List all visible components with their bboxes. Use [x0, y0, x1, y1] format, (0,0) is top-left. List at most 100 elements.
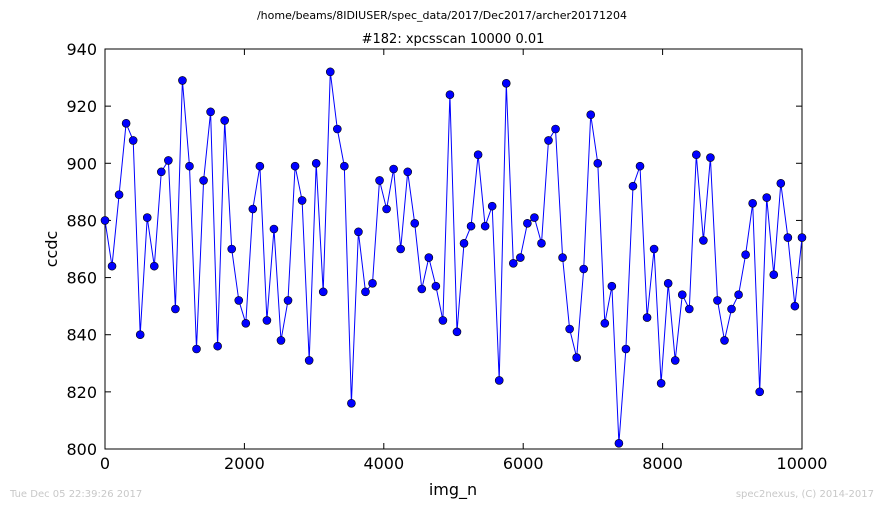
path-title: /home/beams/8IDIUSER/spec_data/2017/Dec2… [257, 9, 627, 22]
data-point [241, 318, 251, 328]
data-point [248, 204, 258, 214]
data-series [100, 67, 807, 448]
data-point [516, 253, 525, 262]
data-point [403, 167, 413, 177]
data-point [128, 136, 138, 145]
data-point [368, 278, 377, 288]
data-point [649, 244, 659, 254]
data-point [227, 244, 237, 254]
data-point [347, 398, 356, 408]
data-point [396, 244, 405, 254]
data-point [361, 287, 370, 297]
data-point [509, 258, 518, 268]
data-point [382, 204, 391, 214]
data-point [727, 304, 736, 314]
data-point [572, 353, 581, 362]
data-point [206, 107, 215, 117]
chart-title: #182: xpcsscan 10000 0.01 [362, 32, 545, 47]
data-point [178, 76, 187, 85]
data-point [614, 438, 624, 448]
x-tick-label: 10000 [777, 454, 828, 473]
data-point [114, 190, 124, 200]
data-point [494, 376, 504, 385]
data-point [551, 124, 560, 134]
data-point [213, 341, 222, 351]
data-point [199, 176, 208, 185]
data-point [677, 290, 687, 300]
data-point [790, 301, 800, 311]
data-point [276, 336, 286, 345]
data-point [333, 124, 342, 134]
data-point [375, 176, 384, 185]
data-point [290, 161, 300, 171]
x-tick-label: 4000 [363, 454, 404, 473]
data-point [325, 67, 335, 77]
data-point [424, 253, 434, 262]
data-point [600, 318, 610, 328]
data-point [797, 233, 807, 242]
data-point [473, 150, 483, 160]
y-tick-label: 940 [66, 40, 97, 59]
data-point [769, 270, 779, 280]
data-point [164, 156, 173, 165]
data-point [699, 236, 708, 245]
data-point [621, 344, 631, 354]
data-point [445, 90, 455, 100]
y-axis-label: ccdc [42, 231, 61, 268]
data-point [107, 261, 117, 271]
data-point [410, 218, 420, 228]
data-point [706, 153, 715, 162]
data-point [304, 356, 314, 365]
data-point [157, 167, 166, 177]
data-point [593, 158, 603, 168]
data-point [684, 304, 694, 314]
data-point [262, 316, 272, 325]
footer-credit: spec2nexus, (C) 2014-2017 [736, 489, 874, 500]
data-point [452, 327, 462, 337]
data-point [192, 344, 201, 354]
x-tick-label: 0 [100, 454, 110, 473]
data-point [171, 304, 180, 314]
data-point [537, 238, 546, 248]
data-point [713, 296, 722, 305]
data-point [220, 116, 229, 125]
data-point [297, 196, 307, 205]
data-point [586, 110, 596, 120]
data-point [269, 224, 279, 234]
data-point [628, 181, 638, 191]
axis-ticks: 0 2000 4000 6000 8000 10000 800 820 840 860 880 900… [66, 40, 827, 473]
data-point [741, 250, 750, 260]
data-point [656, 378, 666, 388]
data-point [642, 313, 652, 322]
data-point [234, 296, 244, 305]
data-point [748, 198, 757, 208]
data-point [544, 136, 553, 145]
data-point [480, 221, 490, 231]
data-point [501, 78, 511, 88]
y-tick-label: 820 [66, 383, 97, 402]
y-tick-label: 900 [66, 154, 97, 173]
data-point [776, 178, 786, 188]
y-tick-label: 920 [66, 97, 97, 116]
data-point [311, 158, 321, 168]
data-point [283, 296, 293, 305]
data-point [255, 161, 265, 171]
data-point [466, 221, 476, 231]
data-point [135, 330, 145, 340]
data-point [670, 356, 680, 365]
data-point [487, 201, 497, 211]
data-point [663, 278, 673, 288]
data-point [783, 233, 793, 242]
x-tick-label: 2000 [224, 454, 265, 473]
data-point [530, 213, 539, 222]
data-point [354, 227, 363, 237]
plot-area [104, 48, 803, 450]
data-point [565, 324, 574, 334]
data-point [459, 238, 469, 248]
y-tick-label: 860 [66, 269, 97, 288]
data-point [720, 336, 729, 345]
x-tick-label: 6000 [503, 454, 544, 473]
data-point [755, 387, 764, 397]
data-point [149, 261, 159, 271]
